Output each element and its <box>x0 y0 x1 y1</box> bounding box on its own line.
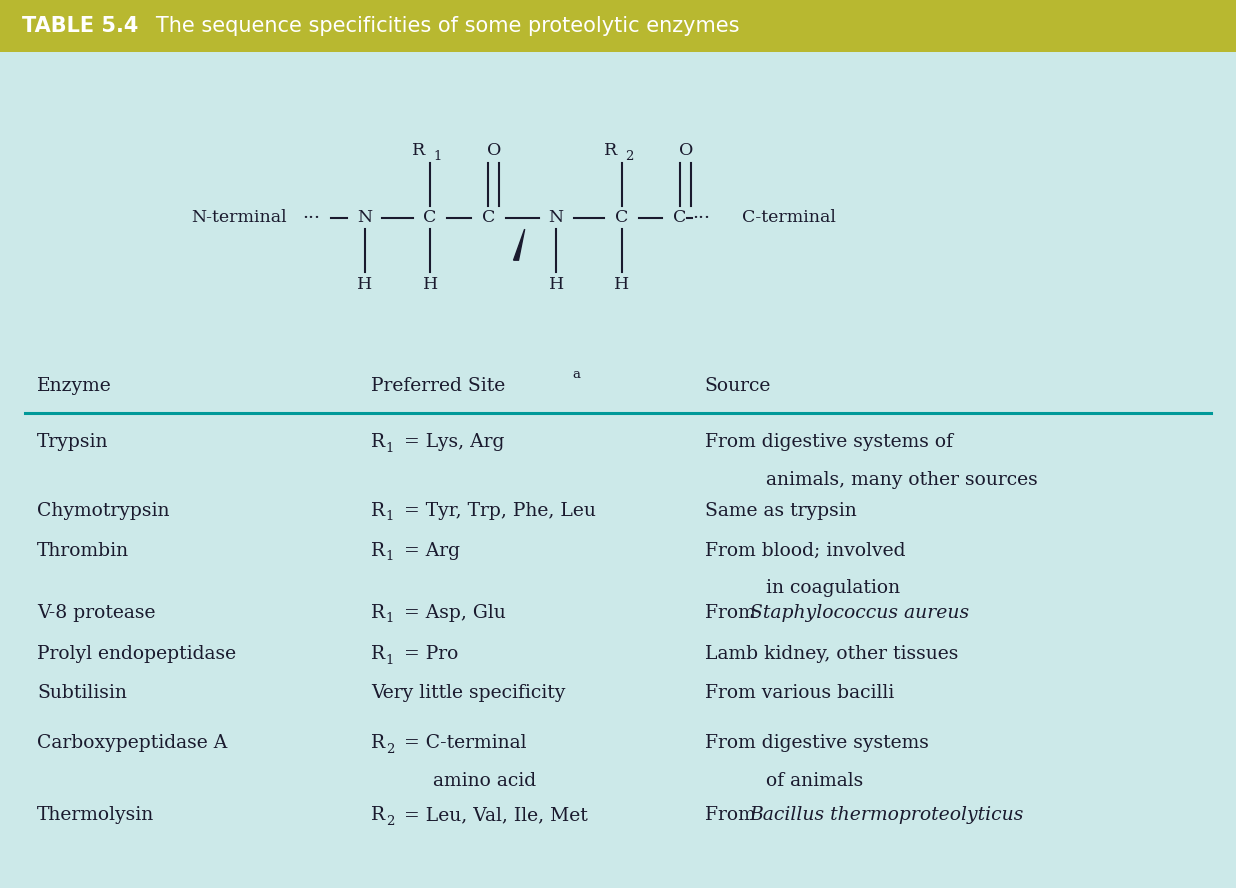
Text: = Pro: = Pro <box>398 646 459 663</box>
Text: R: R <box>371 502 384 519</box>
Text: in coagulation: in coagulation <box>766 579 901 597</box>
FancyBboxPatch shape <box>0 0 1236 52</box>
Text: Prolyl endopeptidase: Prolyl endopeptidase <box>37 646 236 663</box>
Text: 2: 2 <box>625 149 634 163</box>
Text: = Asp, Glu: = Asp, Glu <box>398 604 506 622</box>
Text: Preferred Site: Preferred Site <box>371 377 506 395</box>
Text: = Lys, Arg: = Lys, Arg <box>398 433 504 451</box>
Polygon shape <box>514 229 525 260</box>
Text: ···: ··· <box>303 209 320 226</box>
Text: Staphylococcus aureus: Staphylococcus aureus <box>749 604 969 622</box>
Text: Bacillus thermoproteolyticus: Bacillus thermoproteolyticus <box>749 806 1023 824</box>
Text: TABLE 5.4: TABLE 5.4 <box>22 16 138 36</box>
Text: 2: 2 <box>386 815 394 828</box>
Text: C: C <box>616 209 628 226</box>
Text: 1: 1 <box>386 511 394 523</box>
Text: 1: 1 <box>386 613 394 625</box>
Text: R: R <box>412 142 425 159</box>
Text: Very little specificity: Very little specificity <box>371 684 565 702</box>
Text: Subtilisin: Subtilisin <box>37 684 127 702</box>
Text: The sequence specificities of some proteolytic enzymes: The sequence specificities of some prote… <box>136 16 739 36</box>
Text: Carboxypeptidase A: Carboxypeptidase A <box>37 734 227 752</box>
Text: of animals: of animals <box>766 772 864 789</box>
Text: O: O <box>487 142 502 159</box>
Text: Trypsin: Trypsin <box>37 433 109 451</box>
Text: Enzyme: Enzyme <box>37 377 111 395</box>
Text: From various bacilli: From various bacilli <box>705 684 894 702</box>
Text: C: C <box>482 209 494 226</box>
Text: Thrombin: Thrombin <box>37 542 130 559</box>
Text: amino acid: amino acid <box>433 772 535 789</box>
Text: V-8 protease: V-8 protease <box>37 604 156 622</box>
Text: N-terminal: N-terminal <box>192 209 287 226</box>
Text: = Arg: = Arg <box>398 542 460 559</box>
Text: 1: 1 <box>434 149 442 163</box>
Text: From digestive systems of: From digestive systems of <box>705 433 953 451</box>
Text: R: R <box>371 604 384 622</box>
Text: R: R <box>371 806 384 824</box>
Text: = Leu, Val, Ile, Met: = Leu, Val, Ile, Met <box>398 806 588 824</box>
Text: N: N <box>357 209 372 226</box>
Text: = C-terminal: = C-terminal <box>398 734 527 752</box>
Text: R: R <box>371 542 384 559</box>
Text: H: H <box>614 276 629 293</box>
Text: 2: 2 <box>386 743 394 756</box>
Text: R: R <box>371 433 384 451</box>
Text: Same as trypsin: Same as trypsin <box>705 502 857 519</box>
Text: Thermolysin: Thermolysin <box>37 806 154 824</box>
Text: R: R <box>371 734 384 752</box>
Text: C: C <box>674 209 686 226</box>
Text: From digestive systems: From digestive systems <box>705 734 928 752</box>
Text: Source: Source <box>705 377 771 395</box>
Text: 1: 1 <box>386 551 394 563</box>
Text: H: H <box>357 276 372 293</box>
Text: R: R <box>603 142 617 159</box>
Text: 1: 1 <box>386 442 394 455</box>
Text: H: H <box>549 276 564 293</box>
Text: 1: 1 <box>386 654 394 667</box>
Text: Lamb kidney, other tissues: Lamb kidney, other tissues <box>705 646 958 663</box>
Text: animals, many other sources: animals, many other sources <box>766 471 1038 488</box>
Text: C-terminal: C-terminal <box>742 209 836 226</box>
Text: C: C <box>424 209 436 226</box>
Text: a: a <box>572 369 580 381</box>
Text: R: R <box>371 646 384 663</box>
Text: H: H <box>423 276 438 293</box>
Text: O: O <box>679 142 693 159</box>
Text: From: From <box>705 806 761 824</box>
Text: = Tyr, Trp, Phe, Leu: = Tyr, Trp, Phe, Leu <box>398 502 596 519</box>
Text: From blood; involved: From blood; involved <box>705 542 905 559</box>
Text: Chymotrypsin: Chymotrypsin <box>37 502 169 519</box>
Text: ···: ··· <box>692 209 709 226</box>
Text: From: From <box>705 604 761 622</box>
Text: N: N <box>549 209 564 226</box>
